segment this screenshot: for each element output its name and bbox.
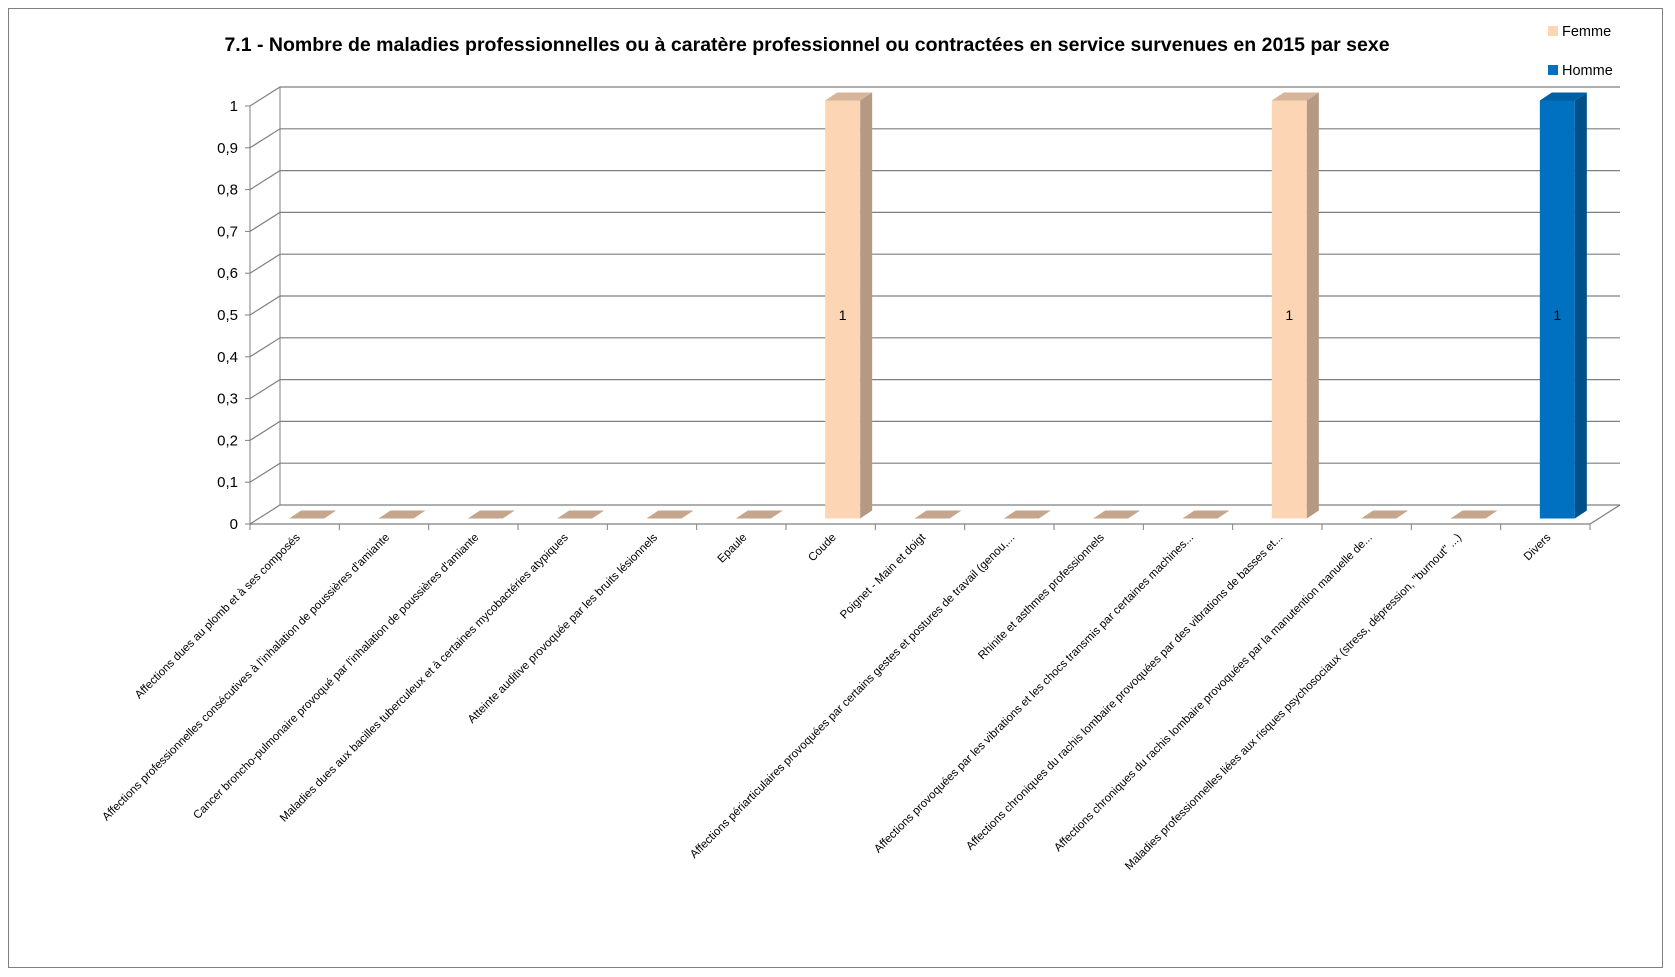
bar-femme	[735, 510, 783, 519]
bar-flat	[467, 510, 515, 519]
bar-flat	[646, 510, 694, 519]
bar-femme	[914, 510, 962, 519]
bar-homme	[1539, 92, 1587, 519]
bar-femme	[1003, 510, 1051, 519]
x-tick-label: Affections chroniques du rachis lombaire…	[1052, 532, 1375, 855]
y-tick-label: 0	[230, 516, 238, 533]
y-tick-label: 0,1	[217, 474, 238, 491]
bar-femme	[1093, 510, 1141, 519]
y-tick-label: 0,4	[217, 349, 238, 366]
x-tick-label: Affections provoquées par les vibrations…	[872, 532, 1196, 856]
chart-title: 7.1 - Nombre de maladies professionnelle…	[224, 34, 1389, 56]
legend-swatch	[1548, 65, 1558, 75]
x-tick-label: Epaule	[716, 532, 750, 566]
y-axis: 0 0,1 0,2 0,3 0,4 0,5 0,6 0,7 0,8 0,9 1	[217, 98, 250, 533]
bar-top	[1539, 92, 1587, 101]
bar-femme	[825, 92, 873, 519]
x-tick-label: Coude	[806, 532, 838, 564]
y-tick-label: 0,6	[217, 265, 238, 282]
x-tick-label: Cancer broncho-pulmonaire provoqué par l…	[191, 532, 481, 822]
bar-flat	[1003, 510, 1051, 519]
bar-flat	[1093, 510, 1141, 519]
legend: Femme Homme	[1548, 24, 1613, 79]
bar-flat	[1450, 510, 1498, 519]
bar-side	[1306, 92, 1319, 519]
y-tick-label: 0,3	[217, 391, 238, 408]
bar-top	[1271, 92, 1319, 101]
legend-label: Homme	[1562, 63, 1613, 79]
x-tick-label: Affections professionnelles consécutives…	[100, 532, 392, 824]
bar-front	[1271, 100, 1307, 519]
x-tick-label: Maladies professionnelles liées aux risq…	[1123, 532, 1464, 873]
x-tick-label: Atteinte auditive provoquée par les brui…	[466, 531, 660, 725]
data-label: 1	[1553, 307, 1561, 323]
legend-item-femme: Femme	[1548, 24, 1611, 40]
legend-item-homme: Homme	[1548, 63, 1613, 79]
data-label: 1	[839, 307, 847, 323]
y-tick-label: 0,5	[217, 307, 238, 324]
bar-flat	[1361, 510, 1409, 519]
y-tick-label: 1	[230, 98, 238, 115]
y-tick-label: 0,9	[217, 140, 238, 157]
bar-femme	[289, 510, 337, 519]
gridline	[249, 211, 1620, 232]
bar-femme	[1450, 510, 1498, 519]
data-label: 1	[1285, 307, 1293, 323]
x-tick-label: Divers	[1522, 531, 1554, 563]
bar-flat	[735, 510, 783, 519]
bar-femme	[1182, 510, 1230, 519]
x-tick-label: Poignet - Main et doigt	[838, 531, 928, 621]
x-axis: Affections dues au plomb et à ses compos…	[100, 524, 1591, 873]
chart-walls	[249, 87, 1621, 525]
gridline	[249, 295, 1620, 316]
bar-flat	[289, 510, 337, 519]
bar-side	[1574, 92, 1587, 519]
gridline	[249, 462, 1620, 483]
bars	[289, 92, 1587, 519]
x-tick-label: Affections périarticulaires provoquées p…	[688, 532, 1017, 861]
x-tick-label: Affections dues au plomb et à ses compos…	[133, 531, 303, 701]
bar-femme	[378, 510, 426, 519]
gridline	[249, 504, 1620, 525]
legend-swatch	[1548, 26, 1558, 36]
bar-femme	[557, 510, 605, 519]
gridline	[249, 86, 1620, 107]
bar-side	[860, 92, 873, 519]
bar-front	[825, 100, 861, 519]
bar-flat	[914, 510, 962, 519]
legend-label: Femme	[1562, 24, 1611, 40]
bar-top	[825, 92, 873, 101]
gridlines	[249, 86, 1620, 525]
bar-front	[1539, 100, 1575, 519]
bar-femme	[646, 510, 694, 519]
bar-flat	[1182, 510, 1230, 519]
gridline	[249, 170, 1620, 191]
y-tick-label: 0,7	[217, 223, 238, 240]
bar-flat	[557, 510, 605, 519]
gridline	[249, 379, 1620, 400]
bar-femme	[467, 510, 515, 519]
gridline	[249, 128, 1620, 149]
gridline	[249, 337, 1620, 358]
bar-femme	[1361, 510, 1409, 519]
data-labels: 1 1 1	[839, 307, 1562, 323]
gridline	[249, 420, 1620, 441]
y-tick-label: 0,2	[217, 432, 238, 449]
gridline	[249, 253, 1620, 274]
x-tick-label: Affections chroniques du rachis lombaire…	[964, 532, 1285, 853]
x-tick-label: Maladies dues aux bacilles tuberculeux e…	[278, 531, 571, 824]
bar-femme	[1271, 92, 1319, 519]
y-tick-label: 0,8	[217, 182, 238, 199]
bar-flat	[378, 510, 426, 519]
